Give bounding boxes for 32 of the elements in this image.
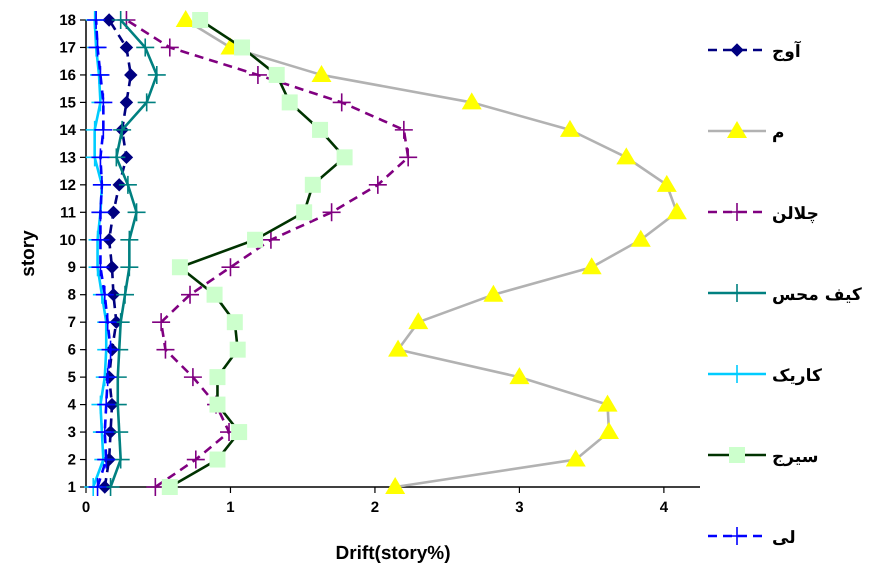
y-tick-label: 17 <box>59 39 76 56</box>
legend-label: کاریک <box>772 366 822 386</box>
y-tick-label: 18 <box>59 12 76 29</box>
x-tick-label: 0 <box>82 499 90 516</box>
y-tick-label: 10 <box>59 232 76 249</box>
legend-label: چلالن <box>772 204 819 224</box>
legend-label: سیرج <box>772 447 818 467</box>
y-axis-title: story <box>18 230 39 277</box>
y-tick-label: 15 <box>59 94 76 112</box>
y-tick-label: 3 <box>68 424 76 442</box>
y-tick-label: 9 <box>68 259 76 276</box>
y-tick-label: 11 <box>60 204 76 222</box>
x-tick-label: 2 <box>370 499 380 516</box>
y-tick-label: 4 <box>68 396 77 414</box>
y-tick-label: 2 <box>68 452 76 469</box>
y-tick-label: 7 <box>68 314 76 332</box>
y-tick-label: 1 <box>68 479 76 496</box>
x-tick-label: 3 <box>515 499 524 516</box>
y-tick-label: 12 <box>59 176 76 194</box>
x-tick-label: 4 <box>660 499 669 516</box>
legend-label: م <box>772 123 784 143</box>
y-tick-label: 16 <box>59 66 76 84</box>
y-tick-label: 6 <box>68 342 76 359</box>
legend-label: کیف محس <box>772 285 862 305</box>
y-tick-label: 14 <box>59 122 77 139</box>
y-tick-label: 5 <box>68 369 76 386</box>
y-tick-label: 8 <box>68 286 76 304</box>
legend-label: آوج <box>772 40 802 62</box>
x-tick-label: 1 <box>226 499 235 516</box>
y-tick-label: 13 <box>59 149 76 166</box>
x-axis-title: Drift(story%) <box>335 543 451 564</box>
legend-label: لی <box>772 528 796 548</box>
